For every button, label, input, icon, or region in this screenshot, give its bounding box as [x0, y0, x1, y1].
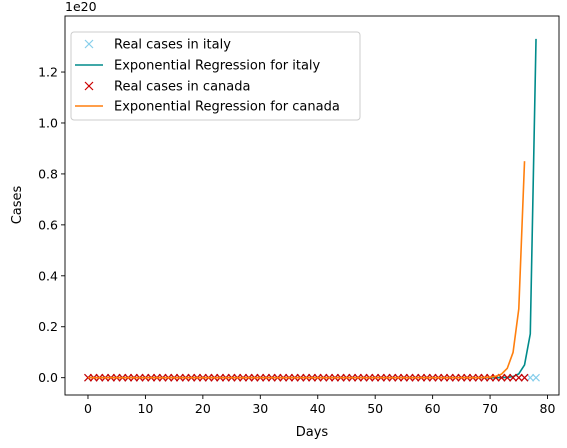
series-3 [87, 161, 526, 379]
data-point [532, 373, 540, 382]
legend: Real cases in italy Exponential Regressi… [70, 31, 361, 121]
x-tick-label: 50 [367, 401, 383, 416]
x-tick-label: 70 [482, 401, 498, 416]
data-point [514, 373, 523, 382]
series-layer [84, 38, 540, 382]
data-point [503, 373, 512, 382]
legend-label: Real cases in canada [114, 80, 250, 95]
legend-item-italy-cases: Real cases in italy [84, 38, 231, 53]
y-tick-label: 1.2 [38, 65, 58, 80]
y-tick-label: 0.2 [38, 319, 58, 334]
legend-label: Exponential Regression for canada [114, 100, 340, 115]
legend-item-canada-cases: Real cases in canada [84, 80, 250, 95]
y-tick-label: 0.6 [38, 217, 58, 232]
x-tick-label: 40 [310, 401, 326, 416]
legend-label: Real cases in italy [114, 38, 231, 53]
x-tick-label: 0 [84, 401, 92, 416]
x-tick-label: 20 [195, 401, 211, 416]
series-line [87, 161, 526, 379]
x-marker-icon [84, 39, 94, 49]
axis-offset-label: 1e20 [65, 0, 97, 14]
data-point [509, 373, 517, 382]
x-tick-label: 10 [137, 401, 153, 416]
x-tick-label: 60 [425, 401, 441, 416]
x-axis: 0 10 20 30 40 50 60 70 80 [84, 395, 556, 416]
x-marker-icon [84, 81, 94, 91]
legend-label: Exponential Regression for italy [114, 59, 321, 74]
y-tick-label: 0.4 [38, 268, 58, 283]
y-axis-title: Cases [10, 185, 25, 224]
x-tick-label: 30 [252, 401, 268, 416]
y-tick-label: 0.8 [38, 166, 58, 181]
y-axis: 0.0 0.2 0.4 0.6 0.8 1.0 1.2 [38, 65, 65, 385]
legend-box [70, 31, 361, 121]
legend-item-canada-regression: Exponential Regression for canada [75, 100, 340, 115]
x-tick-label: 80 [540, 401, 556, 416]
legend-item-italy-regression: Exponential Regression for italy [75, 59, 321, 74]
x-axis-title: Days [296, 425, 329, 440]
y-tick-label: 0.0 [38, 370, 58, 385]
data-point [526, 373, 535, 382]
y-tick-label: 1.0 [38, 115, 58, 130]
data-point [84, 373, 92, 382]
plot-frame [64, 15, 560, 396]
data-point [520, 373, 529, 382]
